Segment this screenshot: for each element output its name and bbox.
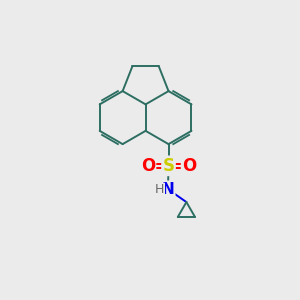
Text: N: N [162,182,174,197]
Text: H: H [155,183,164,196]
Text: O: O [141,157,155,175]
Text: S: S [163,157,175,175]
Text: O: O [182,157,196,175]
